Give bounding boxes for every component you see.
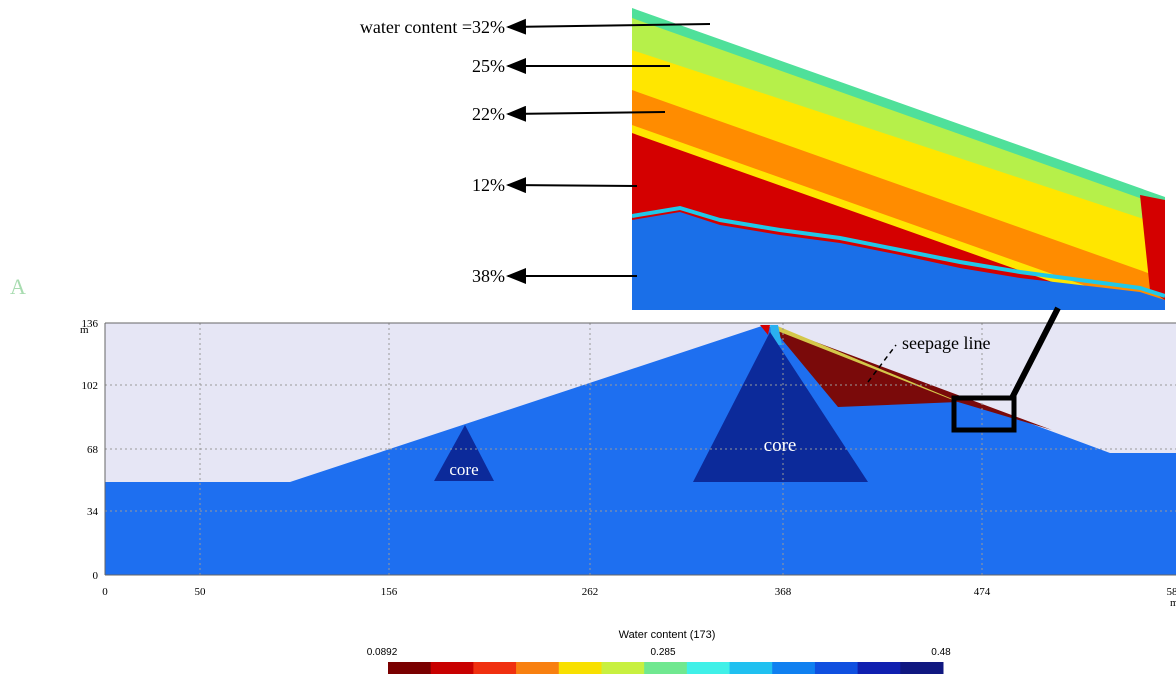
level-label: 12% [472,175,505,195]
color-swatch [814,662,859,674]
color-swatch [601,662,645,674]
y-tick-label: 68 [87,444,99,456]
x-tick-label: 156 [381,586,398,598]
y-tick-label: 34 [87,506,99,518]
legend-label: 0.48 [931,647,951,658]
color-swatch [772,662,816,674]
legend-label: 0.285 [650,647,675,658]
seepage-label: seepage line [902,333,990,353]
level-label: 38% [472,266,505,286]
y-tick-label: 0 [93,570,99,582]
x-tick-label: 0 [102,586,108,598]
section-plot: seepage line core core [104,306,1176,576]
color-swatch [686,662,731,674]
color-bar [388,662,944,674]
color-swatch [644,662,688,674]
level-label: water content =32% [360,17,505,37]
y-unit: m [80,324,89,336]
arrow [506,177,638,194]
arrow [506,105,666,122]
level-label: 22% [472,104,505,124]
color-swatch [430,662,474,674]
color-swatch [388,662,432,674]
zoom-inset [632,8,1165,310]
legend-title: Water content (173) [619,629,716,641]
color-swatch [473,662,517,674]
color-swatch [516,662,560,674]
x-tick-label: 368 [775,586,792,598]
core-label: core [764,435,797,456]
x-unit: m [1170,597,1176,609]
color-swatch [857,662,901,674]
color-swatch [729,662,773,674]
arrow [506,18,711,35]
color-swatch [900,662,944,674]
color-swatch [558,662,602,674]
x-tick-label: 262 [582,586,599,598]
y-tick-label: 102 [82,380,99,392]
core-label: core [449,460,478,479]
panel-label: A [10,274,26,299]
x-tick-label: 50 [195,586,207,598]
x-tick-label: 58 [1167,586,1176,598]
x-tick-label: 474 [974,586,991,598]
y-tick-label: 136 [82,318,99,330]
level-label: 25% [472,56,505,76]
legend-label: 0.0892 [367,647,398,658]
